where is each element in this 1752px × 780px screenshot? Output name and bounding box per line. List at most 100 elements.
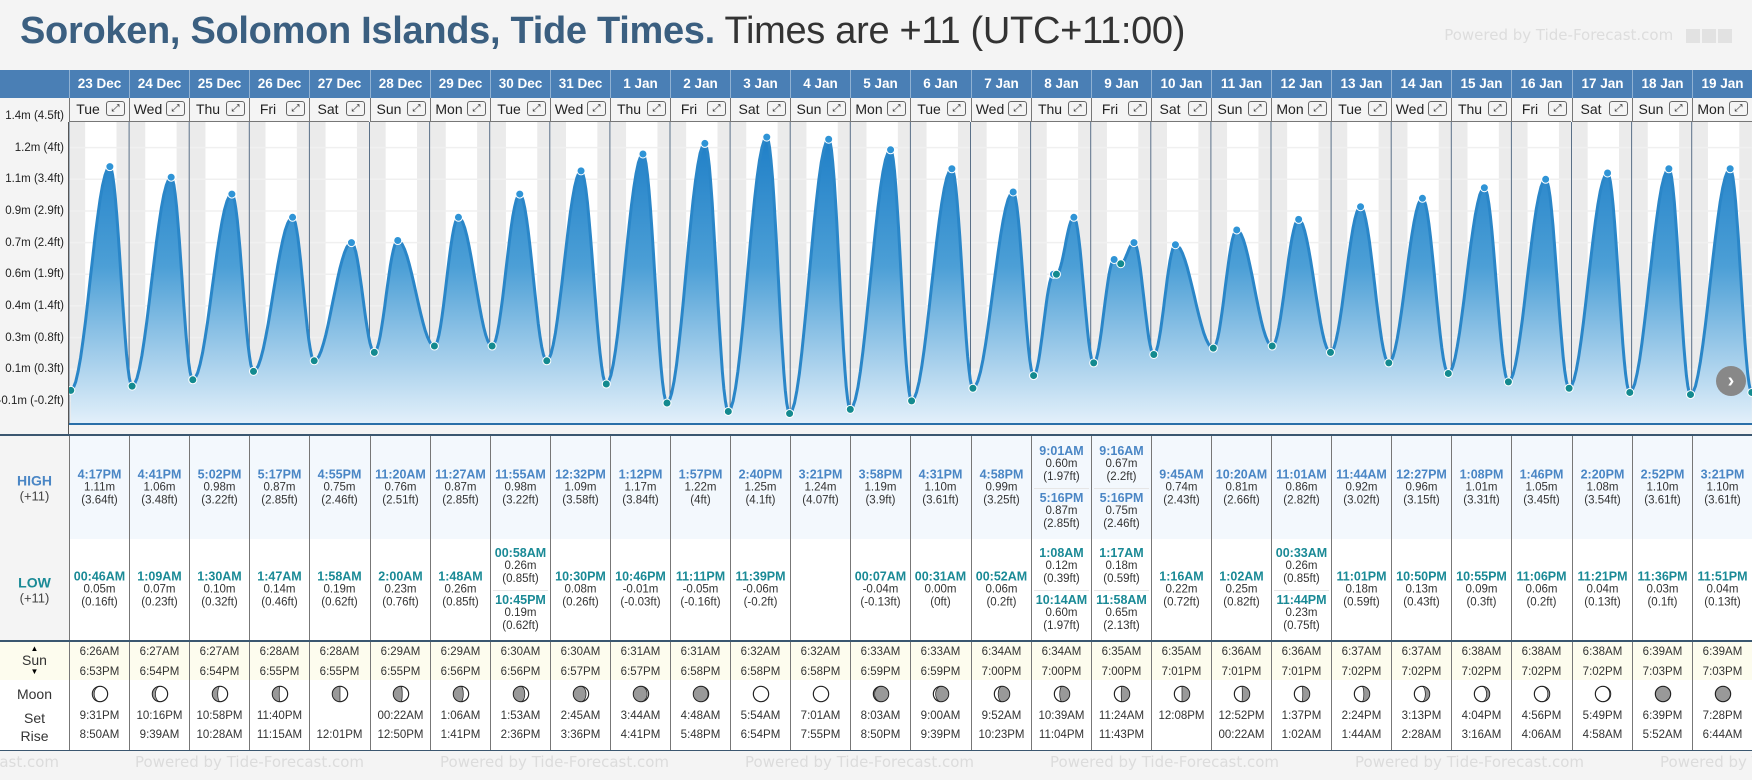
expand-icon[interactable]: ⤢ <box>1188 101 1207 116</box>
expand-icon[interactable]: ⤢ <box>166 101 185 116</box>
low-tide-cell: 00:33AM 0.26m (0.85ft) 11:44PM 0.23m (0.75ft) <box>1271 539 1331 640</box>
expand-icon[interactable]: ⤢ <box>1548 101 1567 116</box>
low-tide-point[interactable] <box>1564 383 1574 393</box>
high-tide-point[interactable] <box>1356 202 1366 212</box>
high-tide-point[interactable] <box>1069 212 1079 222</box>
expand-icon[interactable]: ⤢ <box>527 101 546 116</box>
low-tide-point[interactable] <box>1089 358 1099 368</box>
low-tide-point[interactable] <box>1443 368 1453 378</box>
high-tide-point[interactable] <box>1725 164 1735 174</box>
expand-icon[interactable]: ⤢ <box>767 101 786 116</box>
high-tide-point[interactable] <box>1232 225 1242 235</box>
low-tide-point[interactable] <box>1116 259 1126 269</box>
high-tide-point[interactable] <box>105 162 115 172</box>
low-tide-point[interactable] <box>542 356 552 366</box>
high-tide-point[interactable] <box>947 164 957 174</box>
low-tide-point[interactable] <box>249 366 259 376</box>
low-tide-point[interactable] <box>907 396 917 406</box>
expand-icon[interactable]: ⤢ <box>707 101 726 116</box>
expand-icon[interactable]: ⤢ <box>1068 101 1087 116</box>
high-tide-point[interactable] <box>227 189 237 199</box>
low-tide-point[interactable] <box>487 341 497 351</box>
high-tide-point[interactable] <box>576 166 586 176</box>
low-tide-point[interactable] <box>1747 387 1752 397</box>
low-tide-point[interactable] <box>1267 341 1277 351</box>
expand-icon[interactable]: ⤢ <box>1428 101 1447 116</box>
high-tide-point[interactable] <box>515 189 525 199</box>
low-tide-entry: 1:16AM 0.22m (0.72ft) <box>1152 570 1211 609</box>
low-tide-point[interactable] <box>127 381 137 391</box>
high-tide-point[interactable] <box>700 138 710 148</box>
high-tide-point[interactable] <box>1129 238 1139 248</box>
powered-by-watermark[interactable]: Powered by Tide-Forecast.com <box>745 753 975 771</box>
low-tide-point[interactable] <box>1208 343 1218 353</box>
low-tide-point[interactable] <box>188 375 198 385</box>
high-tide-point[interactable] <box>824 134 834 144</box>
expand-icon[interactable]: ⤢ <box>1308 101 1327 116</box>
high-tide-point[interactable] <box>1008 187 1018 197</box>
expand-icon[interactable]: ⤢ <box>827 101 846 116</box>
high-tide-point[interactable] <box>638 149 648 159</box>
powered-by-watermark[interactable]: Powered by Tide-Forecast.com <box>440 753 670 771</box>
high-tide-cell: 1:46PM 1.05m (3.45ft) <box>1511 436 1571 539</box>
low-tide-point[interactable] <box>662 398 672 408</box>
high-tide-point[interactable] <box>886 145 896 155</box>
low-tide-point[interactable] <box>1149 349 1159 359</box>
powered-by-badge[interactable]: Powered by Tide-Forecast.com <box>1444 26 1732 45</box>
expand-icon[interactable]: ⤢ <box>1609 101 1628 116</box>
low-tide-point[interactable] <box>1503 377 1513 387</box>
low-tide-point[interactable] <box>1625 387 1635 397</box>
expand-icon[interactable]: ⤢ <box>1128 101 1147 116</box>
low-tide-point[interactable] <box>369 347 379 357</box>
high-tide-point[interactable] <box>346 238 356 248</box>
high-tide-point[interactable] <box>1294 214 1304 224</box>
expand-icon[interactable]: ⤢ <box>226 101 245 116</box>
expand-icon[interactable]: ⤢ <box>1008 101 1027 116</box>
low-tide-point[interactable] <box>429 341 439 351</box>
low-tide-point[interactable] <box>69 385 76 395</box>
high-tide-point[interactable] <box>1664 164 1674 174</box>
expand-icon[interactable]: ⤢ <box>286 101 305 116</box>
expand-icon[interactable]: ⤢ <box>887 101 906 116</box>
high-tide-point[interactable] <box>1170 240 1180 250</box>
expand-icon[interactable]: ⤢ <box>1669 101 1688 116</box>
high-tide-point[interactable] <box>393 236 403 246</box>
low-tide-point[interactable] <box>785 409 795 419</box>
powered-by-watermark[interactable]: Powered by Tide-Forecast.com <box>135 753 365 771</box>
low-tide-point[interactable] <box>1685 390 1695 400</box>
high-tide-point[interactable] <box>166 172 176 182</box>
expand-icon[interactable]: ⤢ <box>1368 101 1387 116</box>
low-tide-point[interactable] <box>723 406 733 416</box>
low-tide-point[interactable] <box>1325 347 1335 357</box>
powered-by-watermark[interactable]: Powered by Tide-Forecast.com <box>1660 753 1752 771</box>
high-tide-point[interactable] <box>1541 174 1551 184</box>
expand-icon[interactable]: ⤢ <box>106 101 125 116</box>
low-tide-point[interactable] <box>309 356 319 366</box>
powered-by-watermark[interactable]: Powered by Tide-Forecast.com <box>0 753 60 771</box>
low-tide-point[interactable] <box>601 379 611 389</box>
high-tide-point[interactable] <box>288 212 298 222</box>
expand-icon[interactable]: ⤢ <box>647 101 666 116</box>
high-tide-point[interactable] <box>1603 168 1613 178</box>
low-tide-point[interactable] <box>968 383 978 393</box>
expand-icon[interactable]: ⤢ <box>346 101 365 116</box>
low-tide-point[interactable] <box>1384 358 1394 368</box>
high-tide-point[interactable] <box>762 132 772 142</box>
next-days-button[interactable]: › <box>1716 366 1746 396</box>
expand-icon[interactable]: ⤢ <box>947 101 966 116</box>
expand-icon[interactable]: ⤢ <box>1488 101 1507 116</box>
expand-icon[interactable]: ⤢ <box>1248 101 1267 116</box>
high-tide-point[interactable] <box>453 212 463 222</box>
low-tide-point[interactable] <box>1029 371 1039 381</box>
powered-by-watermark[interactable]: Powered by Tide-Forecast.com <box>1355 753 1585 771</box>
expand-icon[interactable]: ⤢ <box>467 101 486 116</box>
low-tide-point[interactable] <box>1051 269 1061 279</box>
expand-icon[interactable]: ⤢ <box>587 101 606 116</box>
powered-by-watermark[interactable]: Powered by Tide-Forecast.com <box>1050 753 1280 771</box>
high-tide-point[interactable] <box>1417 193 1427 203</box>
expand-icon[interactable]: ⤢ <box>1729 101 1748 116</box>
expand-icon[interactable]: ⤢ <box>407 101 426 116</box>
high-tide-point[interactable] <box>1109 255 1119 265</box>
high-tide-point[interactable] <box>1479 183 1489 193</box>
low-tide-point[interactable] <box>845 404 855 414</box>
